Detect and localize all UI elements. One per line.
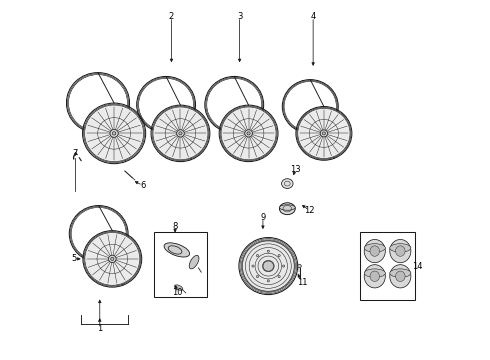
Ellipse shape <box>364 269 385 277</box>
Ellipse shape <box>370 271 380 282</box>
Ellipse shape <box>364 244 385 252</box>
Ellipse shape <box>322 132 325 135</box>
Text: 9: 9 <box>260 213 266 222</box>
Ellipse shape <box>110 130 118 137</box>
Text: 2: 2 <box>169 12 174 21</box>
Ellipse shape <box>152 106 209 161</box>
Ellipse shape <box>267 280 270 282</box>
Ellipse shape <box>243 241 294 291</box>
Text: 12: 12 <box>304 206 315 215</box>
Text: 4: 4 <box>311 12 316 21</box>
Ellipse shape <box>278 255 280 257</box>
Text: 3: 3 <box>237 12 243 21</box>
Text: 10: 10 <box>172 288 182 297</box>
Ellipse shape <box>283 265 285 267</box>
Ellipse shape <box>278 275 280 278</box>
Ellipse shape <box>84 104 145 162</box>
Ellipse shape <box>112 132 116 135</box>
Ellipse shape <box>390 244 411 252</box>
Ellipse shape <box>279 205 295 210</box>
Bar <box>360 232 416 300</box>
Ellipse shape <box>164 243 190 257</box>
Text: 11: 11 <box>297 278 308 287</box>
Ellipse shape <box>298 265 301 268</box>
Ellipse shape <box>256 255 259 257</box>
Ellipse shape <box>256 275 259 278</box>
Ellipse shape <box>395 246 405 256</box>
Ellipse shape <box>267 250 270 252</box>
Ellipse shape <box>179 132 182 135</box>
Text: 5: 5 <box>71 255 76 264</box>
Ellipse shape <box>395 271 405 282</box>
Ellipse shape <box>252 265 254 267</box>
Ellipse shape <box>220 106 277 161</box>
Ellipse shape <box>189 255 199 269</box>
Text: 6: 6 <box>140 181 146 190</box>
Ellipse shape <box>282 179 293 189</box>
Ellipse shape <box>245 130 252 137</box>
Ellipse shape <box>174 285 183 290</box>
Bar <box>153 232 207 297</box>
Ellipse shape <box>320 130 327 137</box>
Ellipse shape <box>390 265 411 288</box>
Ellipse shape <box>108 255 116 262</box>
Ellipse shape <box>364 265 385 288</box>
Ellipse shape <box>279 203 295 215</box>
Ellipse shape <box>390 239 411 263</box>
Ellipse shape <box>364 239 385 263</box>
Ellipse shape <box>263 261 273 271</box>
Ellipse shape <box>370 246 380 256</box>
Ellipse shape <box>176 130 184 137</box>
Text: 7: 7 <box>72 149 77 158</box>
Text: 1: 1 <box>97 324 102 333</box>
Text: 8: 8 <box>172 222 178 231</box>
Text: 14: 14 <box>412 262 422 271</box>
Ellipse shape <box>390 269 411 277</box>
Ellipse shape <box>111 257 114 260</box>
Text: 13: 13 <box>290 165 300 174</box>
Ellipse shape <box>297 108 351 159</box>
Ellipse shape <box>247 132 250 135</box>
Ellipse shape <box>84 232 141 286</box>
